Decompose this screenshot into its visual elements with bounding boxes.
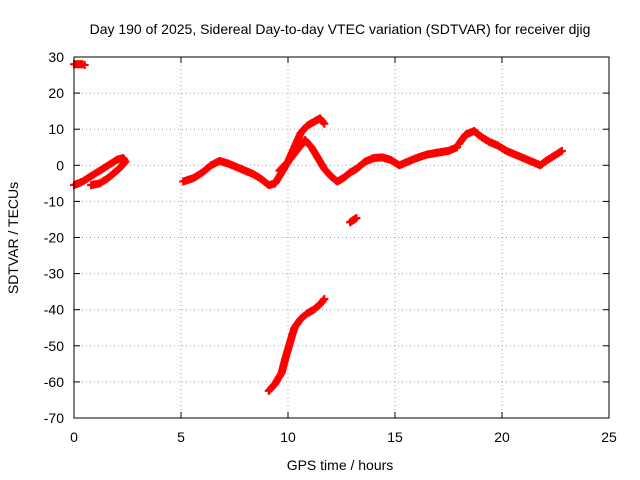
series-seg-isolated	[346, 214, 361, 227]
x-tick-label: 25	[601, 429, 617, 445]
y-tick-label: -50	[44, 338, 64, 354]
y-tick-label: -30	[44, 266, 64, 282]
y-tick-label: -60	[44, 374, 64, 390]
y-axis-label: SDTVAR / TECUs	[5, 182, 21, 294]
x-tick-label: 10	[280, 429, 296, 445]
data-point	[319, 118, 328, 127]
data-point	[557, 146, 566, 155]
series-seg-dip	[264, 294, 329, 395]
data-point	[87, 181, 96, 190]
data-point	[352, 214, 361, 223]
data-point	[320, 119, 329, 128]
chart-title: Day 190 of 2025, Sidereal Day-to-day VTE…	[90, 21, 591, 37]
series-seg-evening	[455, 127, 566, 170]
x-tick-label: 20	[494, 429, 510, 445]
y-tick-label: 20	[48, 85, 64, 101]
y-tick-label: 10	[48, 121, 64, 137]
x-axis-label: GPS time / hours	[287, 457, 394, 473]
x-tick-label: 15	[387, 429, 403, 445]
y-ticks: -70 -60 -50 -40 -30 -20 -10 0 10 20 30	[44, 49, 609, 426]
y-tick-label: 30	[48, 49, 64, 65]
data-point	[80, 60, 89, 69]
y-tick-label: -70	[44, 410, 64, 426]
data-point	[319, 296, 328, 305]
y-tick-label: -20	[44, 230, 64, 246]
data-point	[320, 294, 329, 303]
y-tick-label: -40	[44, 302, 64, 318]
x-ticks: 0 5 10 15 20 25	[70, 57, 617, 445]
x-tick-label: 5	[177, 429, 185, 445]
series-seg-afternoon-loop	[275, 136, 462, 186]
y-tick-label: -10	[44, 193, 64, 209]
data-layer	[70, 60, 566, 395]
series-seg-early-band	[70, 154, 130, 190]
x-tick-label: 0	[70, 429, 78, 445]
y-tick-label: 0	[56, 157, 64, 173]
